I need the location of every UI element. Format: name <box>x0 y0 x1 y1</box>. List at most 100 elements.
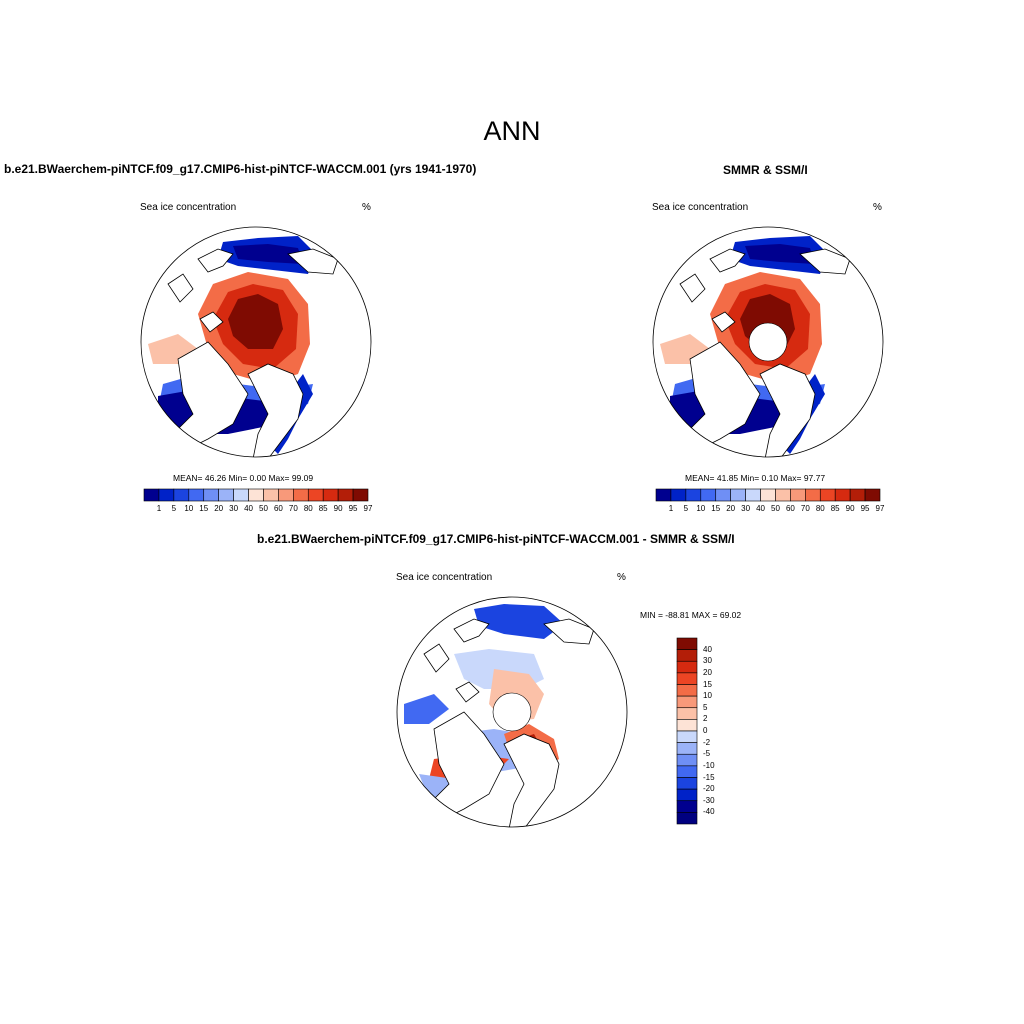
obs-colorbar-ticks: 1 5 10 15 20 30 40 50 60 70 80 85 90 95 97 <box>656 504 885 516</box>
model-panel-title: b.e21.BWaerchem-piNTCF.f09_g17.CMIP6-his… <box>4 162 477 176</box>
model-colorbar-ticks: 1 5 10 15 20 30 40 50 60 70 80 85 90 95 97 <box>144 504 373 516</box>
land-coastline <box>197 248 234 273</box>
colorbar-tick-label: 5 <box>171 504 177 513</box>
map-boundary <box>140 226 372 458</box>
colorbar-box <box>143 488 160 502</box>
colorbar-box <box>676 707 698 720</box>
diff-polar-map <box>396 596 628 828</box>
colorbar-tick-label: 2 <box>703 714 708 724</box>
colorbar-box <box>715 488 731 502</box>
land-coastline <box>679 273 706 303</box>
colorbar-tick-label: 97 <box>363 504 373 513</box>
colorbar-box <box>805 488 821 502</box>
model-polar-map <box>140 226 372 458</box>
colorbar-box <box>676 788 698 802</box>
colorbar-tick-label: -15 <box>703 772 715 782</box>
colorbar-box <box>676 684 698 697</box>
colorbar-box <box>819 488 836 502</box>
colorbar-tick-label: 5 <box>683 504 689 513</box>
diff-units-label: % <box>617 572 626 583</box>
land-coastline <box>199 311 224 333</box>
land-coastline <box>423 643 450 673</box>
colorbar-box <box>278 488 294 502</box>
colorbar-box <box>676 777 698 790</box>
colorbar-box <box>700 488 717 502</box>
obs-polar-map <box>652 226 884 458</box>
colorbar-box <box>834 488 851 502</box>
colorbar-box <box>352 488 369 502</box>
ice-region-low <box>745 244 815 264</box>
colorbar-tick-label: 90 <box>333 504 343 513</box>
colorbar-box <box>676 649 698 662</box>
colorbar-tick-label: -20 <box>703 784 715 794</box>
colorbar-box <box>248 488 264 502</box>
map-boundary <box>396 596 628 828</box>
colorbar-box <box>730 488 746 502</box>
colorbar-box <box>218 488 234 502</box>
colorbar-box <box>293 488 309 502</box>
colorbar-tick-label: 85 <box>830 504 840 513</box>
colorbar-box <box>676 800 698 813</box>
colorbar-box <box>203 488 219 502</box>
colorbar-box <box>233 488 249 502</box>
land-coastline <box>247 363 304 457</box>
colorbar-box <box>676 672 698 685</box>
colorbar-tick-label: 50 <box>259 504 268 513</box>
colorbar-tick-label: 70 <box>800 504 810 513</box>
land-coastline <box>503 733 560 827</box>
colorbar-tick-label: 10 <box>184 504 194 513</box>
colorbar-tick-label: 20 <box>214 504 224 513</box>
colorbar-tick-label: -30 <box>703 795 715 805</box>
land-coastline <box>433 711 505 820</box>
colorbar-box <box>676 765 698 778</box>
model-units-label: % <box>362 202 371 213</box>
pole-hole <box>492 692 532 732</box>
diff-variable-label: Sea ice concentration <box>396 572 493 583</box>
colorbar-tick-label: 1 <box>156 504 162 513</box>
colorbar-tick-label: 60 <box>785 504 795 513</box>
obs-colorbar <box>655 488 881 502</box>
land-coastline <box>759 363 816 457</box>
colorbar-box <box>676 637 698 650</box>
obs-units-label: % <box>873 202 882 213</box>
land-coastline <box>709 248 746 273</box>
colorbar-tick-label: 20 <box>726 504 736 513</box>
colorbar-tick-label: 70 <box>288 504 298 513</box>
page-title: ANN <box>483 116 541 146</box>
colorbar-tick-label: 97 <box>875 504 885 513</box>
colorbar-tick-label: 30 <box>741 504 751 513</box>
colorbar-tick-label: 80 <box>303 504 313 513</box>
colorbar-tick-label: 10 <box>696 504 706 513</box>
colorbar-tick-label: 40 <box>756 504 765 513</box>
colorbar-box <box>685 488 702 502</box>
diff-colorbar-ticks: 40 30 20 15 10 5 2 0 -2 -5 -10 -15 -20 -30 -40 <box>703 638 733 824</box>
model-variable-label: Sea ice concentration <box>140 202 237 213</box>
land-coastline <box>177 341 249 450</box>
colorbar-box <box>745 488 761 502</box>
diff-colorbar <box>676 637 698 825</box>
land-coastline <box>543 618 595 645</box>
colorbar-box <box>173 488 190 502</box>
colorbar-tick-label: 0 <box>703 726 708 735</box>
colorbar-box <box>655 488 672 502</box>
colorbar-tick-label: 50 <box>771 504 780 513</box>
colorbar-box <box>864 488 881 502</box>
colorbar-box <box>676 742 698 755</box>
land-coastline <box>799 248 851 275</box>
land-coastline <box>453 618 490 643</box>
colorbar-tick-label: -40 <box>703 807 715 817</box>
colorbar-tick-label: 15 <box>703 679 712 689</box>
ice-region-low <box>233 244 303 264</box>
land-coastline <box>455 681 480 703</box>
colorbar-tick-label: 95 <box>348 504 358 513</box>
map-boundary <box>652 226 884 458</box>
colorbar-box <box>188 488 205 502</box>
colorbar-box <box>676 695 698 709</box>
colorbar-box <box>676 753 698 767</box>
obs-stats: MEAN= 41.85 Min= 0.10 Max= 97.77 <box>685 473 826 483</box>
colorbar-tick-label: 85 <box>318 504 328 513</box>
colorbar-box <box>849 488 866 502</box>
colorbar-box <box>158 488 175 502</box>
colorbar-box <box>676 730 698 743</box>
colorbar-tick-label: 15 <box>199 504 209 513</box>
